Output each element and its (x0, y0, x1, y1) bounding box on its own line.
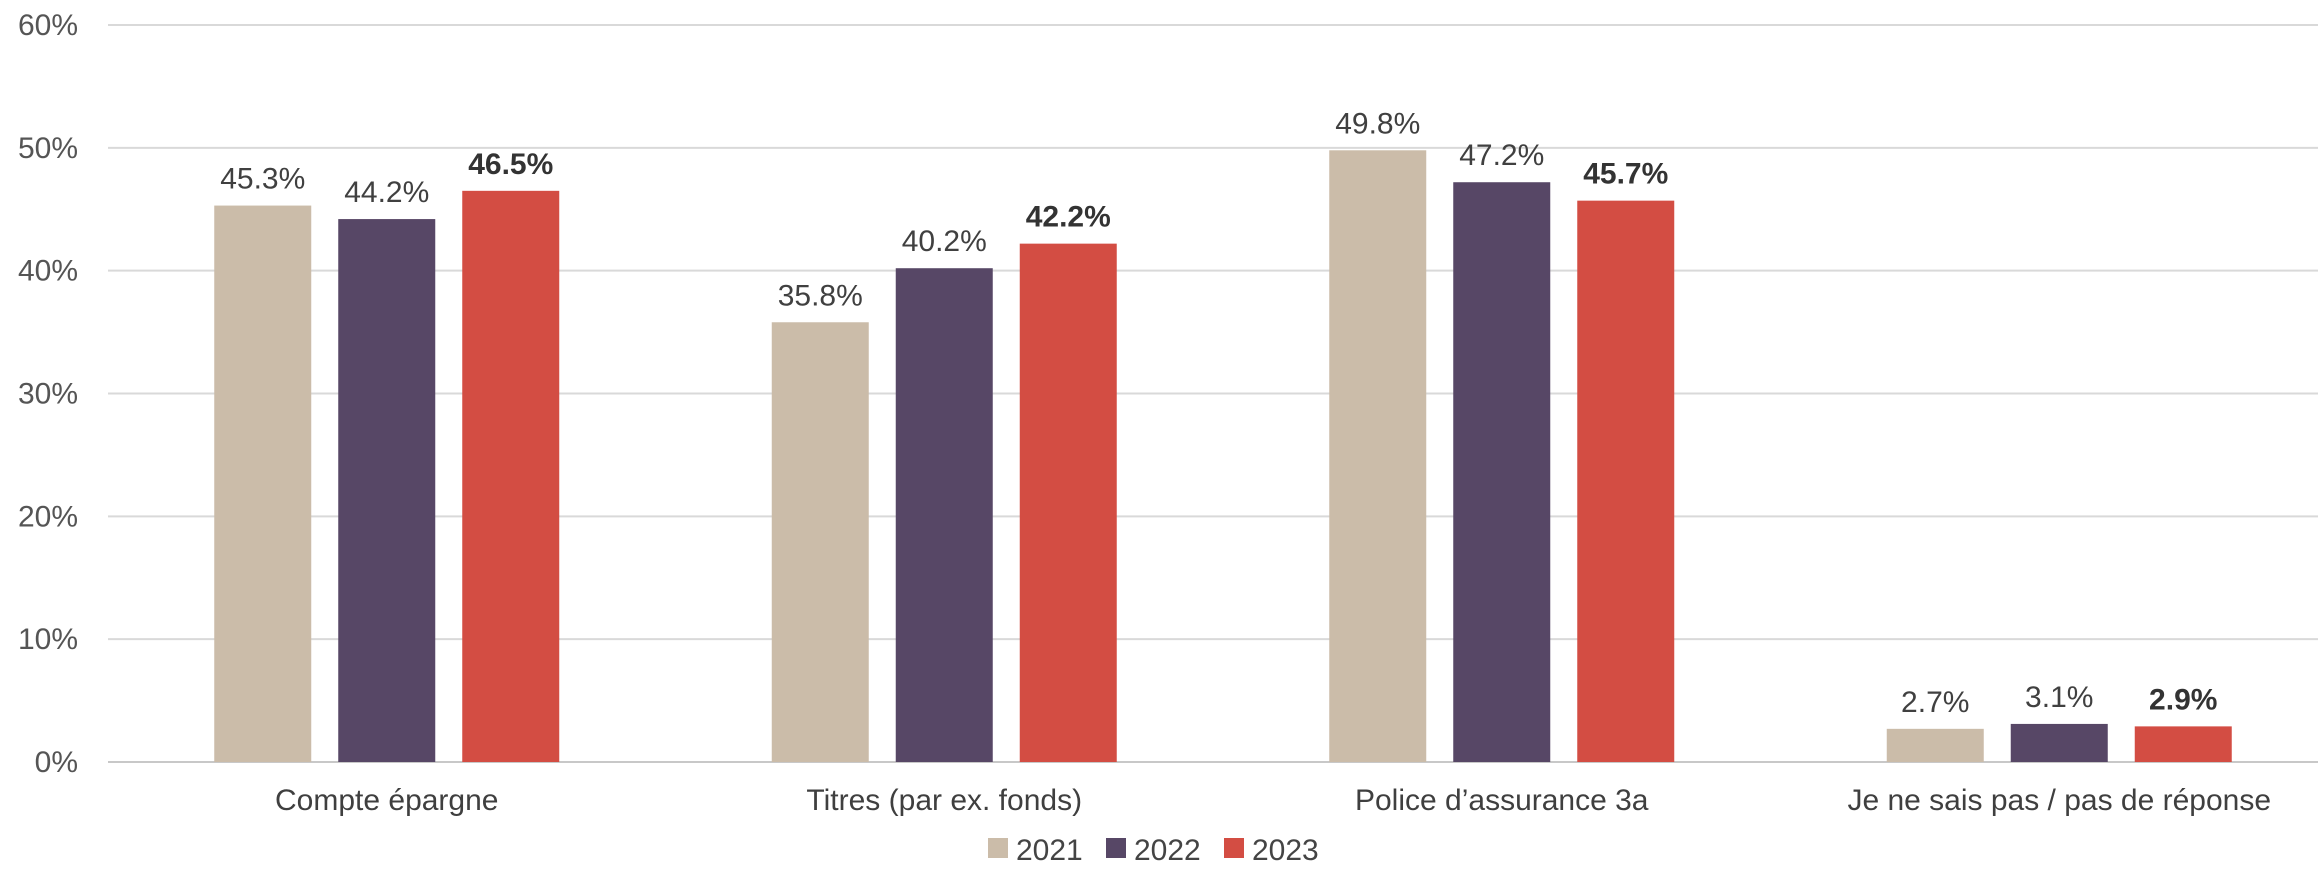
data-label-2021-3: 2.7% (1901, 686, 1969, 719)
bar-2021-1 (771, 322, 869, 762)
y-tick-label: 50% (18, 132, 78, 165)
bar-2022-2 (1453, 182, 1551, 762)
data-label-2021-2: 49.8% (1335, 107, 1420, 140)
bar-2022-1 (895, 268, 993, 762)
bar-2023-0 (462, 190, 560, 762)
data-label-2022-3: 3.1% (2025, 681, 2093, 714)
category-label: Titres (par ex. fonds) (806, 784, 1082, 817)
data-label-2022-0: 44.2% (344, 176, 429, 209)
data-label-2023-1: 42.2% (1026, 201, 1111, 234)
y-tick-label: 10% (18, 623, 78, 656)
legend-swatch (1106, 838, 1126, 858)
category-label: Je ne sais pas / pas de réponse (1847, 784, 2271, 817)
data-label-2022-2: 47.2% (1459, 139, 1544, 172)
y-tick-label: 30% (18, 378, 78, 411)
legend-item-2023: 2023 (1224, 834, 1319, 867)
data-label-2023-0: 46.5% (468, 148, 553, 181)
legend-label: 2022 (1134, 834, 1201, 867)
y-tick-label: 20% (18, 500, 78, 533)
y-axis-ticks: 0% 10% 20% 30% 40% 50% 60% (18, 9, 78, 779)
bar-2021-2 (1329, 150, 1427, 763)
category-label: Police d’assurance 3a (1355, 784, 1649, 817)
data-label-2021-0: 45.3% (220, 163, 305, 196)
data-labels: 45.3% 44.2% 46.5% 35.8% 40.2% 42.2% 49.8% 47.2%… (220, 107, 2217, 719)
bars (214, 150, 2232, 763)
bar-2022-3 (2010, 723, 2108, 762)
legend-item-2021: 2021 (988, 834, 1083, 867)
bar-2023-1 (1019, 243, 1117, 763)
bar-2023-3 (2134, 726, 2232, 762)
legend-item-2022: 2022 (1106, 834, 1201, 867)
y-tick-label: 40% (18, 255, 78, 288)
legend-label: 2023 (1252, 834, 1319, 867)
gridlines (108, 24, 2318, 763)
legend-swatch (1224, 838, 1244, 858)
y-tick-label: 0% (35, 746, 78, 779)
data-label-2023-3: 2.9% (2149, 683, 2217, 716)
legend: 2021 2022 2023 (988, 834, 1319, 867)
bar-2023-2 (1577, 200, 1675, 762)
legend-label: 2021 (1016, 834, 1083, 867)
legend-swatch (988, 838, 1008, 858)
data-label-2021-1: 35.8% (778, 279, 863, 312)
category-label: Compte épargne (275, 784, 498, 817)
y-tick-label: 60% (18, 9, 78, 42)
bar-2022-0 (338, 219, 436, 762)
bar-2021-0 (214, 205, 312, 762)
data-label-2023-2: 45.7% (1583, 158, 1668, 191)
data-label-2022-1: 40.2% (902, 225, 987, 258)
x-axis-categories: Compte épargne Titres (par ex. fonds) Poli… (275, 784, 2271, 817)
bar-2021-3 (1886, 728, 1984, 762)
